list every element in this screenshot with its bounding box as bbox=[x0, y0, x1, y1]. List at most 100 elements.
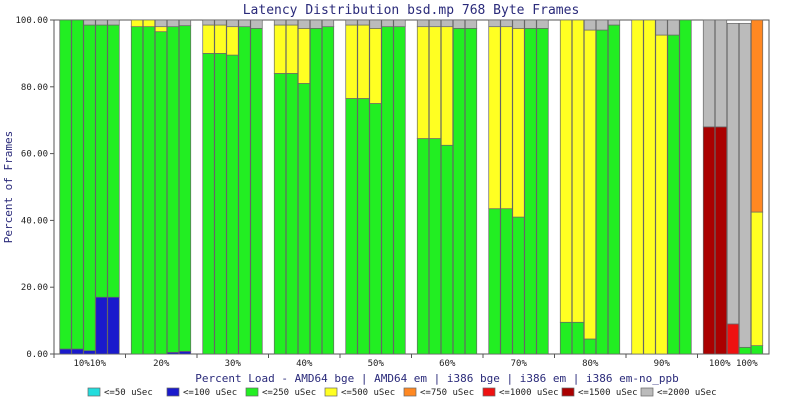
legend-label: <=1000 uSec bbox=[499, 388, 559, 398]
bar-segment bbox=[571, 321, 585, 355]
bar-segment bbox=[512, 28, 525, 218]
bar-segment bbox=[702, 126, 716, 355]
bar-segment bbox=[357, 98, 370, 355]
bar-segment bbox=[369, 28, 382, 104]
chart-title: Latency Distribution bsd.mp 768 Byte Fra… bbox=[243, 3, 580, 18]
legend-item: <=50 uSec bbox=[87, 387, 153, 398]
bar-segment bbox=[428, 138, 442, 355]
x-tick-label: 70% bbox=[511, 359, 528, 369]
bar-segment bbox=[512, 216, 525, 355]
legend-swatch bbox=[482, 387, 496, 397]
x-tick-label: 50% bbox=[368, 359, 385, 369]
bar-segment bbox=[536, 19, 549, 29]
y-axis-label: Percent of Frames bbox=[2, 131, 15, 244]
y-axis: 0.00 20.00 40.00 60.00 80.00 100.00 bbox=[15, 16, 54, 360]
bar-segment bbox=[357, 24, 370, 99]
bar-segment bbox=[428, 19, 442, 28]
bar-segment bbox=[238, 26, 251, 355]
bar-segment bbox=[107, 24, 120, 298]
bar-segment bbox=[488, 208, 501, 355]
legend-swatch bbox=[166, 387, 180, 397]
bar-segment bbox=[750, 211, 764, 347]
bar-segment bbox=[214, 19, 227, 26]
legend-swatch bbox=[324, 387, 338, 397]
bar-segment bbox=[345, 24, 358, 99]
legend-item: <=1500 uSec bbox=[561, 387, 638, 398]
x-tick-label: 20% bbox=[153, 359, 170, 369]
legend-label: <=250 uSec bbox=[262, 388, 316, 398]
bar-group-80pct bbox=[559, 19, 621, 355]
legend-label: <=100 uSec bbox=[183, 388, 237, 398]
bar-segment bbox=[667, 19, 680, 36]
bar-group-10pct bbox=[59, 19, 120, 355]
bar-segment bbox=[571, 19, 585, 323]
bar-segment bbox=[345, 19, 358, 26]
bar-segment bbox=[583, 29, 597, 340]
bar-segment bbox=[536, 28, 549, 355]
bar-segment bbox=[202, 24, 215, 54]
x-tick-label: 60% bbox=[439, 359, 456, 369]
bar-group-50pct bbox=[345, 19, 406, 355]
bar-segment bbox=[369, 19, 382, 29]
bar-segment bbox=[321, 26, 335, 355]
legend-item: <=750 uSec bbox=[403, 387, 474, 398]
bar-segment bbox=[643, 19, 656, 355]
bar-segment bbox=[702, 19, 716, 128]
bar-segment bbox=[166, 26, 180, 353]
bar-segment bbox=[512, 19, 525, 29]
bar-segment bbox=[559, 321, 573, 355]
bar-segment bbox=[130, 19, 144, 28]
x-tick-label: 90% bbox=[654, 359, 671, 369]
bar-group-30pct bbox=[202, 19, 263, 355]
bar-segment bbox=[607, 24, 621, 355]
x-axis-label: Percent Load - AMD64 bge | AMD64 em | i3… bbox=[195, 372, 678, 385]
bar-segment bbox=[83, 19, 96, 26]
bar-segment bbox=[631, 19, 644, 355]
bar-segment bbox=[726, 323, 740, 355]
legend-item: <=2000 uSec bbox=[640, 387, 717, 398]
bar-segment bbox=[500, 26, 513, 210]
bar-group-90pct bbox=[631, 19, 692, 355]
bar-segment bbox=[655, 19, 668, 36]
bar-segment bbox=[583, 19, 597, 31]
bar-segment bbox=[726, 22, 740, 325]
bar-segment bbox=[154, 26, 168, 33]
bar-segment bbox=[667, 34, 680, 355]
legend-item: <=100 uSec bbox=[166, 387, 237, 398]
bar-segment bbox=[71, 348, 84, 355]
bar-segment bbox=[583, 338, 597, 355]
bar-segment bbox=[214, 53, 227, 355]
bar-segment bbox=[154, 19, 168, 28]
bar-segment bbox=[238, 19, 251, 28]
x-tick-label: 30% bbox=[225, 359, 242, 369]
legend-swatch bbox=[87, 387, 101, 397]
bar-group-40pct bbox=[273, 19, 335, 355]
bar-segment bbox=[297, 19, 311, 29]
bar-segment bbox=[500, 208, 513, 355]
bar-segment bbox=[59, 19, 72, 350]
bar-segment bbox=[488, 26, 501, 210]
bar-segment bbox=[273, 24, 287, 74]
bar-segment bbox=[226, 54, 239, 355]
bar-segment bbox=[178, 19, 192, 27]
legend-label: <=500 uSec bbox=[341, 388, 395, 398]
legend-label: <=1500 uSec bbox=[578, 388, 638, 398]
bar-group-100pct bbox=[702, 19, 764, 355]
bar-segment bbox=[464, 19, 478, 29]
legend-swatch bbox=[245, 387, 259, 397]
x-tick-label: 80% bbox=[582, 359, 599, 369]
bar-segment bbox=[178, 350, 192, 355]
bar-segment bbox=[440, 19, 454, 28]
y-tick-label: 100.00 bbox=[15, 16, 48, 26]
bar-segment bbox=[393, 26, 406, 355]
bar-segment bbox=[500, 19, 513, 28]
legend-swatch bbox=[403, 387, 417, 397]
bar-segment bbox=[381, 26, 394, 355]
bar-segment bbox=[679, 19, 692, 355]
bar-segment bbox=[714, 126, 728, 355]
bar-segment bbox=[416, 138, 430, 355]
bar-segment bbox=[95, 24, 108, 298]
bar-segment bbox=[738, 346, 752, 355]
bar-segment bbox=[738, 22, 752, 348]
bar-segment bbox=[357, 19, 370, 26]
